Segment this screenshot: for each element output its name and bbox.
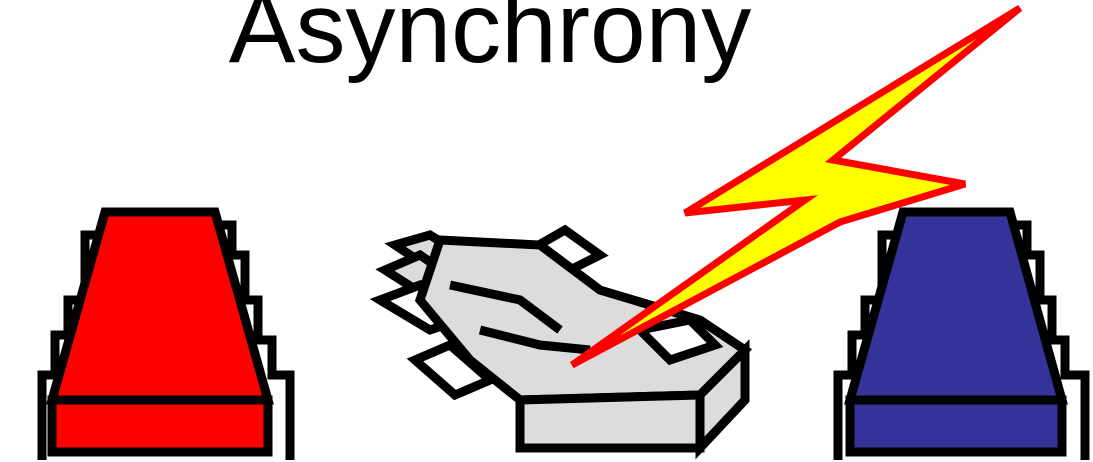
slide: Asynchrony xyxy=(0,0,1093,462)
chip-base xyxy=(52,400,268,452)
broken-processor xyxy=(380,230,745,448)
red-processor xyxy=(42,212,290,460)
slide-title: Asynchrony xyxy=(229,0,751,84)
chip-base xyxy=(520,395,700,448)
blue-processor xyxy=(838,212,1085,460)
chip-base xyxy=(850,400,1062,452)
